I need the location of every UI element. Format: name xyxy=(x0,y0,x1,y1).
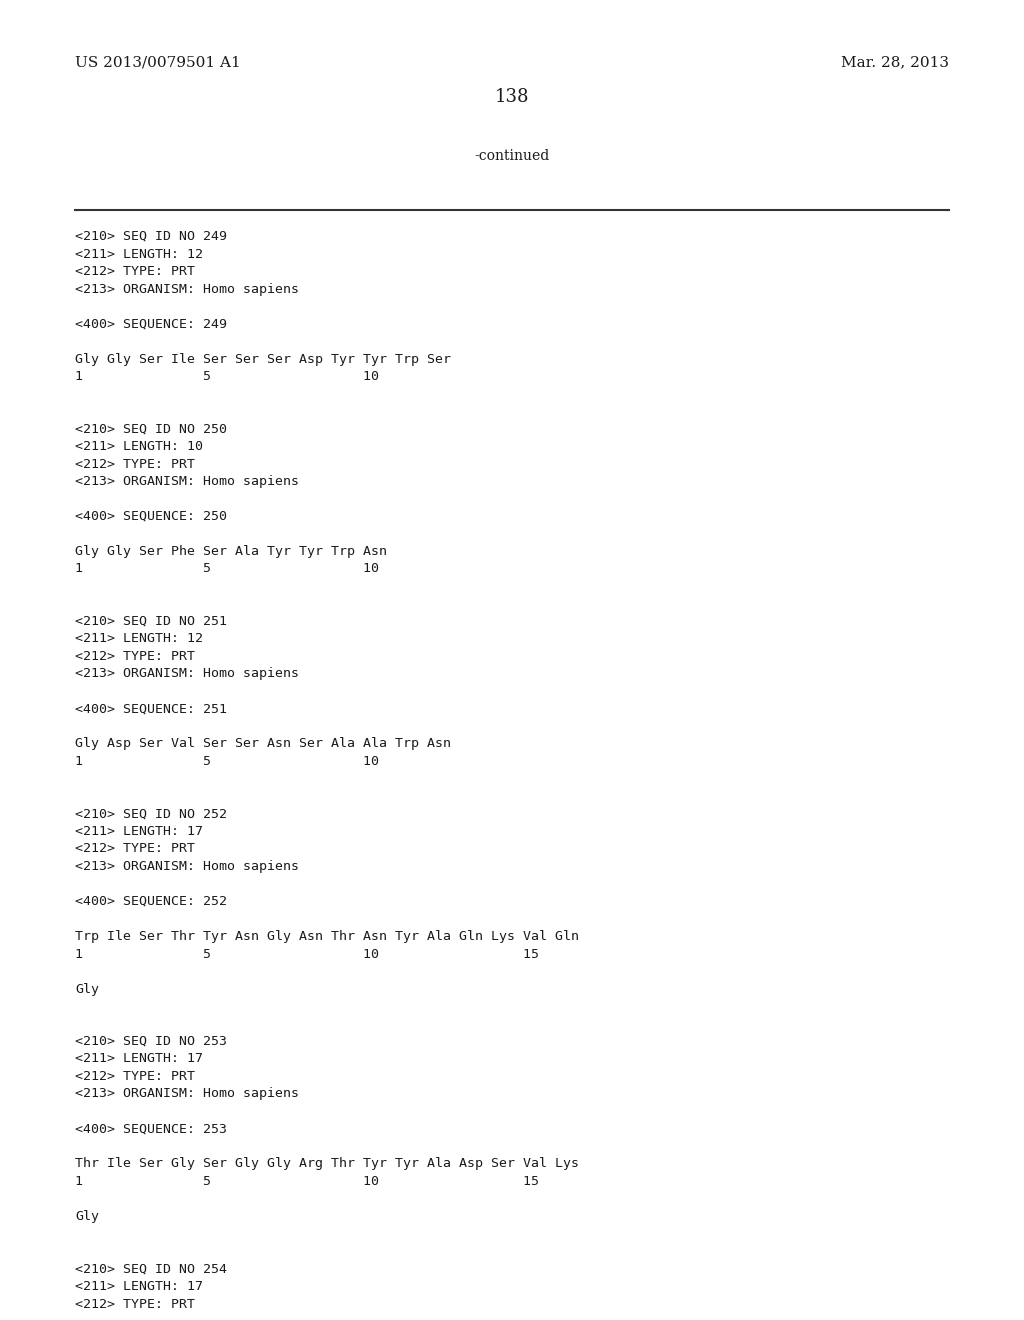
Text: Gly Asp Ser Val Ser Ser Asn Ser Ala Ala Trp Asn: Gly Asp Ser Val Ser Ser Asn Ser Ala Ala … xyxy=(75,738,451,751)
Text: <212> TYPE: PRT: <212> TYPE: PRT xyxy=(75,842,195,855)
Text: US 2013/0079501 A1: US 2013/0079501 A1 xyxy=(75,55,241,69)
Text: <211> LENGTH: 17: <211> LENGTH: 17 xyxy=(75,1052,203,1065)
Text: <210> SEQ ID NO 253: <210> SEQ ID NO 253 xyxy=(75,1035,227,1048)
Text: <213> ORGANISM: Homo sapiens: <213> ORGANISM: Homo sapiens xyxy=(75,475,299,488)
Text: Gly: Gly xyxy=(75,1210,99,1224)
Text: <210> SEQ ID NO 254: <210> SEQ ID NO 254 xyxy=(75,1262,227,1275)
Text: Mar. 28, 2013: Mar. 28, 2013 xyxy=(841,55,949,69)
Text: Gly Gly Ser Ile Ser Ser Ser Asp Tyr Tyr Trp Ser: Gly Gly Ser Ile Ser Ser Ser Asp Tyr Tyr … xyxy=(75,352,451,366)
Text: <211> LENGTH: 12: <211> LENGTH: 12 xyxy=(75,632,203,645)
Text: <210> SEQ ID NO 252: <210> SEQ ID NO 252 xyxy=(75,808,227,821)
Text: Gly: Gly xyxy=(75,982,99,995)
Text: <212> TYPE: PRT: <212> TYPE: PRT xyxy=(75,265,195,279)
Text: 1               5                   10                  15: 1 5 10 15 xyxy=(75,1175,539,1188)
Text: <212> TYPE: PRT: <212> TYPE: PRT xyxy=(75,1071,195,1082)
Text: 1               5                   10                  15: 1 5 10 15 xyxy=(75,948,539,961)
Text: <210> SEQ ID NO 251: <210> SEQ ID NO 251 xyxy=(75,615,227,628)
Text: <211> LENGTH: 17: <211> LENGTH: 17 xyxy=(75,1280,203,1294)
Text: Gly Gly Ser Phe Ser Ala Tyr Tyr Trp Asn: Gly Gly Ser Phe Ser Ala Tyr Tyr Trp Asn xyxy=(75,545,387,558)
Text: 1               5                   10: 1 5 10 xyxy=(75,370,379,383)
Text: <400> SEQUENCE: 251: <400> SEQUENCE: 251 xyxy=(75,702,227,715)
Text: <212> TYPE: PRT: <212> TYPE: PRT xyxy=(75,458,195,470)
Text: Thr Ile Ser Gly Ser Gly Gly Arg Thr Tyr Tyr Ala Asp Ser Val Lys: Thr Ile Ser Gly Ser Gly Gly Arg Thr Tyr … xyxy=(75,1158,579,1171)
Text: Trp Ile Ser Thr Tyr Asn Gly Asn Thr Asn Tyr Ala Gln Lys Val Gln: Trp Ile Ser Thr Tyr Asn Gly Asn Thr Asn … xyxy=(75,931,579,942)
Text: -continued: -continued xyxy=(474,149,550,162)
Text: <400> SEQUENCE: 252: <400> SEQUENCE: 252 xyxy=(75,895,227,908)
Text: 138: 138 xyxy=(495,88,529,106)
Text: <213> ORGANISM: Homo sapiens: <213> ORGANISM: Homo sapiens xyxy=(75,861,299,873)
Text: <213> ORGANISM: Homo sapiens: <213> ORGANISM: Homo sapiens xyxy=(75,1088,299,1101)
Text: <400> SEQUENCE: 250: <400> SEQUENCE: 250 xyxy=(75,510,227,523)
Text: 1               5                   10: 1 5 10 xyxy=(75,562,379,576)
Text: <212> TYPE: PRT: <212> TYPE: PRT xyxy=(75,1298,195,1311)
Text: <211> LENGTH: 12: <211> LENGTH: 12 xyxy=(75,248,203,260)
Text: <210> SEQ ID NO 250: <210> SEQ ID NO 250 xyxy=(75,422,227,436)
Text: <213> ORGANISM: Homo sapiens: <213> ORGANISM: Homo sapiens xyxy=(75,668,299,681)
Text: <212> TYPE: PRT: <212> TYPE: PRT xyxy=(75,649,195,663)
Text: <211> LENGTH: 10: <211> LENGTH: 10 xyxy=(75,440,203,453)
Text: <400> SEQUENCE: 253: <400> SEQUENCE: 253 xyxy=(75,1122,227,1135)
Text: <400> SEQUENCE: 249: <400> SEQUENCE: 249 xyxy=(75,318,227,330)
Text: <210> SEQ ID NO 249: <210> SEQ ID NO 249 xyxy=(75,230,227,243)
Text: <211> LENGTH: 17: <211> LENGTH: 17 xyxy=(75,825,203,838)
Text: 1               5                   10: 1 5 10 xyxy=(75,755,379,768)
Text: <213> ORGANISM: Homo sapiens: <213> ORGANISM: Homo sapiens xyxy=(75,282,299,296)
